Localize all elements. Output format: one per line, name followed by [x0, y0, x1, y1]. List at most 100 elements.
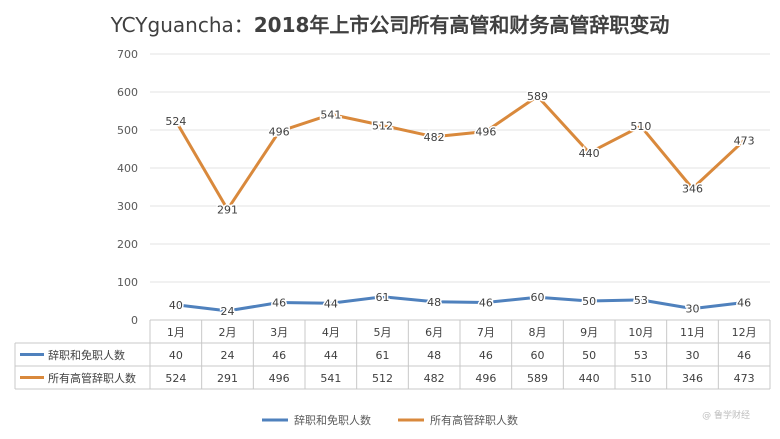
table-cell: 589 — [527, 372, 548, 385]
y-axis-ticks: 0 100 200 300 400 500 600 700 — [117, 48, 138, 327]
x-tick-label: 8月 — [529, 326, 547, 339]
x-tick-label: 4月 — [322, 326, 340, 339]
chart-title-main: 2018年上市公司所有高管和财务高管辞职变动 — [254, 13, 670, 37]
data-point — [174, 303, 178, 307]
y-tick-label: 400 — [117, 162, 138, 175]
x-tick-label: 3月 — [270, 326, 288, 339]
data-label: 291 — [217, 203, 238, 216]
table-series-name: 辞职和免职人数 — [48, 348, 125, 362]
table-cell: 24 — [221, 349, 235, 362]
data-point — [587, 299, 591, 303]
data-label: 440 — [579, 147, 600, 160]
data-label: 61 — [376, 291, 390, 304]
x-tick-label: 1月 — [167, 326, 185, 339]
data-label: 40 — [169, 299, 183, 312]
table-cell: 524 — [165, 372, 186, 385]
data-point — [381, 123, 384, 127]
table-cell: 44 — [324, 349, 338, 362]
data-point — [536, 94, 539, 98]
y-tick-label: 200 — [117, 238, 138, 251]
x-tick-label: 6月 — [425, 326, 443, 339]
table-cell: 346 — [682, 372, 703, 385]
table-cell: 53 — [634, 349, 648, 362]
data-label: 53 — [634, 294, 648, 307]
table-cell: 48 — [427, 349, 441, 362]
table-cell: 541 — [320, 372, 341, 385]
data-point — [639, 298, 643, 302]
data-label: 46 — [272, 297, 286, 310]
table-cell: 46 — [737, 349, 751, 362]
data-point — [536, 295, 539, 299]
data-point — [691, 307, 694, 311]
data-label: 512 — [372, 119, 393, 132]
table-cell: 46 — [272, 349, 286, 362]
table-cell: 496 — [475, 372, 496, 385]
watermark: @ 鲁学财经 — [702, 409, 750, 421]
data-label: 541 — [320, 108, 341, 121]
data-label: 30 — [686, 303, 700, 316]
data-point — [226, 309, 229, 313]
chart-title-brand: YCYguancha： — [110, 13, 254, 37]
data-label: 60 — [531, 291, 545, 304]
table-cell: 60 — [531, 349, 545, 362]
x-tick-label: 12月 — [732, 326, 757, 339]
table-cell: 473 — [734, 372, 755, 385]
data-label: 496 — [475, 126, 496, 139]
table-cell: 440 — [579, 372, 600, 385]
data-point — [432, 135, 436, 139]
data-label: 346 — [682, 183, 703, 196]
data-point — [226, 207, 229, 211]
y-tick-label: 100 — [117, 276, 138, 289]
table-cell: 291 — [217, 372, 238, 385]
data-label: 50 — [582, 295, 596, 308]
data-label: 482 — [424, 131, 445, 144]
data-point — [691, 187, 694, 191]
x-tick-label: 9月 — [580, 326, 598, 339]
series-line-2 — [174, 94, 746, 211]
table-cell: 510 — [630, 372, 651, 385]
table-cell: 46 — [479, 349, 493, 362]
series-line-1 — [174, 295, 746, 313]
data-label: 589 — [527, 90, 548, 103]
series-lines — [174, 94, 746, 313]
data-point — [742, 138, 746, 142]
table-cell: 496 — [269, 372, 290, 385]
table-series-name: 所有高管辞职人数 — [48, 371, 136, 385]
data-point — [381, 295, 384, 299]
data-point — [329, 301, 333, 305]
data-label: 473 — [734, 134, 755, 147]
data-point — [587, 151, 591, 155]
legend-label: 所有高管辞职人数 — [430, 413, 518, 427]
x-tick-label: 11月 — [680, 326, 705, 339]
legend: 辞职和免职人数 所有高管辞职人数 — [262, 413, 518, 427]
data-point — [174, 119, 178, 123]
data-labels: 40 24 46 44 61 48 46 60 50 53 30 46 524 291 496 541 512 4… — [164, 89, 756, 320]
data-point — [639, 124, 643, 128]
table-cell: 40 — [169, 349, 183, 362]
x-tick-label: 7月 — [477, 326, 495, 339]
y-tick-label: 600 — [117, 86, 138, 99]
data-label: 524 — [165, 115, 186, 128]
data-point — [277, 130, 281, 134]
data-point — [484, 301, 488, 305]
data-point — [277, 301, 281, 305]
data-point — [484, 130, 488, 134]
chart-title: YCYguancha：2018年上市公司所有高管和财务高管辞职变动 — [110, 13, 670, 37]
data-point — [432, 300, 436, 304]
data-label: 510 — [630, 120, 651, 133]
legend-label: 辞职和免职人数 — [294, 413, 371, 427]
data-point — [742, 301, 746, 305]
table-cell: 30 — [686, 349, 700, 362]
table-cell: 50 — [582, 349, 596, 362]
y-tick-label: 700 — [117, 48, 138, 61]
y-tick-label: 300 — [117, 200, 138, 213]
data-label: 44 — [324, 297, 338, 310]
table-cell: 482 — [424, 372, 445, 385]
x-tick-label: 2月 — [219, 326, 237, 339]
table-cell: 61 — [376, 349, 390, 362]
x-tick-label: 5月 — [374, 326, 392, 339]
data-label: 46 — [479, 297, 493, 310]
y-tick-label: 500 — [117, 124, 138, 137]
